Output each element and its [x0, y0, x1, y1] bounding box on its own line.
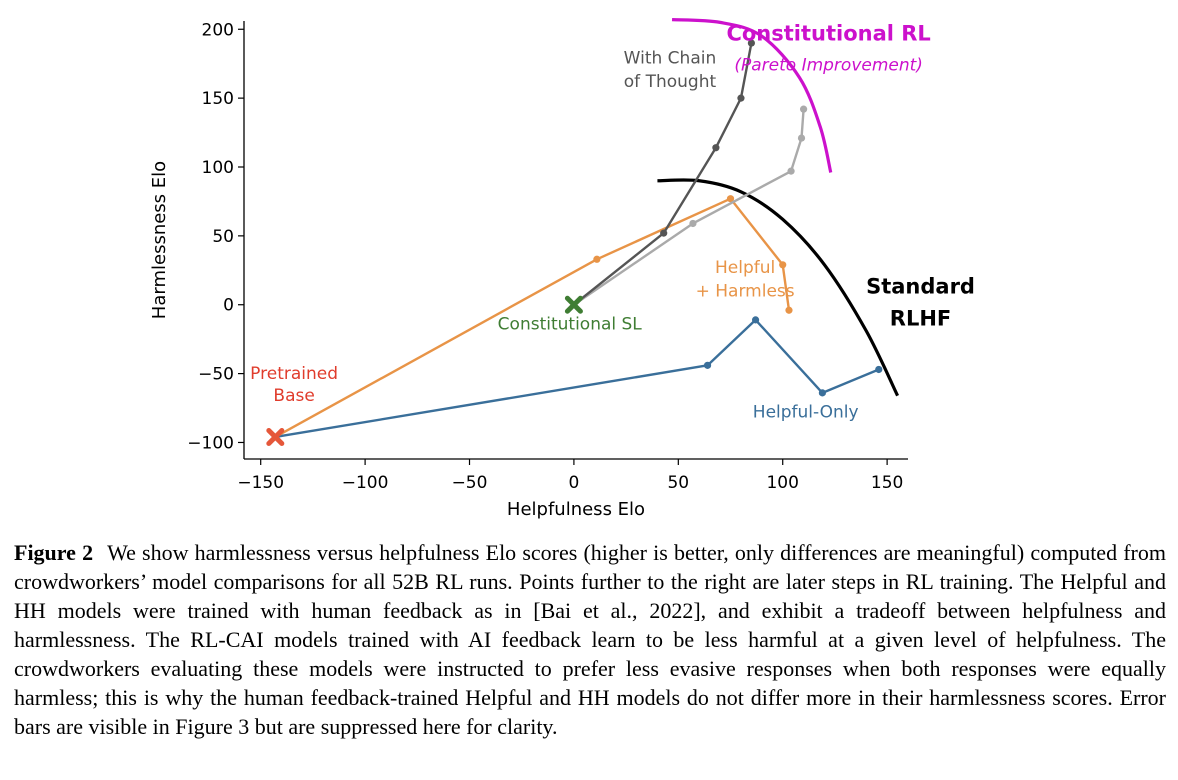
annotations: Constitutional RL (Pareto Improvement) Wit…	[250, 21, 975, 422]
annotation-standard-rlhf-1: Standard	[866, 275, 975, 299]
axes	[243, 21, 908, 460]
annotation-constitutional-sl: Constitutional SL	[498, 315, 643, 335]
helpful-harmless-point	[779, 261, 787, 269]
helpful-only-point	[751, 316, 760, 324]
y-tick-label: 50	[212, 227, 234, 247]
annotation-constitutional-rl-title: Constitutional RL	[726, 21, 930, 45]
x-tick-label: −150	[237, 473, 284, 493]
y-tick-label: 0	[223, 296, 234, 316]
with-chain-of-thought-point	[712, 144, 720, 152]
annotation-standard-rlhf-2: RLHF	[890, 306, 951, 330]
y-tick-label: 150	[202, 89, 234, 109]
series-lines	[274, 39, 883, 439]
y-tick-label: −50	[198, 365, 234, 385]
annotation-constitutional-rl-sub: (Pareto Improvement)	[734, 56, 923, 76]
annotation-pretrained-base-2: Base	[273, 386, 314, 406]
y-tick-label: 200	[202, 20, 234, 40]
y-tick-label: −100	[187, 433, 234, 453]
helpful-harmless-point	[726, 195, 735, 203]
annotation-chain-of-thought-2: of Thought	[624, 72, 717, 92]
marker-stroke	[266, 427, 285, 446]
constitutional-rl-pareto-improvement-curve	[671, 18, 833, 173]
base-markers	[266, 295, 583, 446]
helpful-harmless-point	[593, 255, 601, 263]
frontier-curves	[657, 18, 900, 397]
figure-caption: Figure 2 We show harmlessness versus help…	[14, 538, 1166, 741]
helpful-harmless-point	[785, 306, 793, 314]
x-tick-label: 50	[667, 473, 689, 493]
helpful-only-point	[818, 389, 826, 397]
series-2-point	[797, 134, 806, 142]
annotation-helpful-harmless-1: Helpful	[715, 258, 775, 278]
x-tick-label: 100	[766, 473, 798, 493]
elo-scatter-chart: −150 −100 −50 0 50 100 150−100−50050100150200 …	[149, 18, 975, 520]
series-2-point	[787, 167, 795, 175]
x-axis-label: Helpfulness Elo	[507, 499, 645, 520]
series-2-point	[689, 219, 697, 228]
helpful-only-point	[703, 361, 712, 369]
constitutional-sl-marker	[564, 295, 583, 314]
y-axis-label: Harmlessness Elo	[149, 161, 170, 319]
annotation-chain-of-thought-1: With Chain	[624, 49, 717, 69]
with-chain-of-thought-point	[737, 94, 745, 102]
annotation-helpful-harmless-2: + Harmless	[696, 281, 795, 301]
x-tick-label: −100	[342, 473, 389, 493]
series-2-point	[799, 105, 808, 113]
standard-rlhf-curve	[657, 178, 900, 397]
caption-label: Figure 2	[14, 540, 94, 565]
marker-stroke	[564, 295, 583, 314]
with-chain-of-thought-point	[660, 229, 668, 237]
annotation-pretrained-base-1: Pretrained	[250, 364, 338, 384]
y-tick-label: 100	[202, 158, 234, 178]
x-tick-label: −50	[452, 473, 488, 493]
annotation-helpful-only: Helpful-Only	[753, 403, 859, 423]
x-tick-label: 0	[568, 473, 579, 493]
x-tick-label: 150	[871, 473, 903, 493]
pretrained-base-marker	[266, 427, 285, 446]
helpful-only-point	[875, 365, 883, 374]
caption-text: We show harmlessness versus helpfulness …	[14, 540, 1166, 739]
with-chain-of-thought-point	[747, 39, 755, 47]
